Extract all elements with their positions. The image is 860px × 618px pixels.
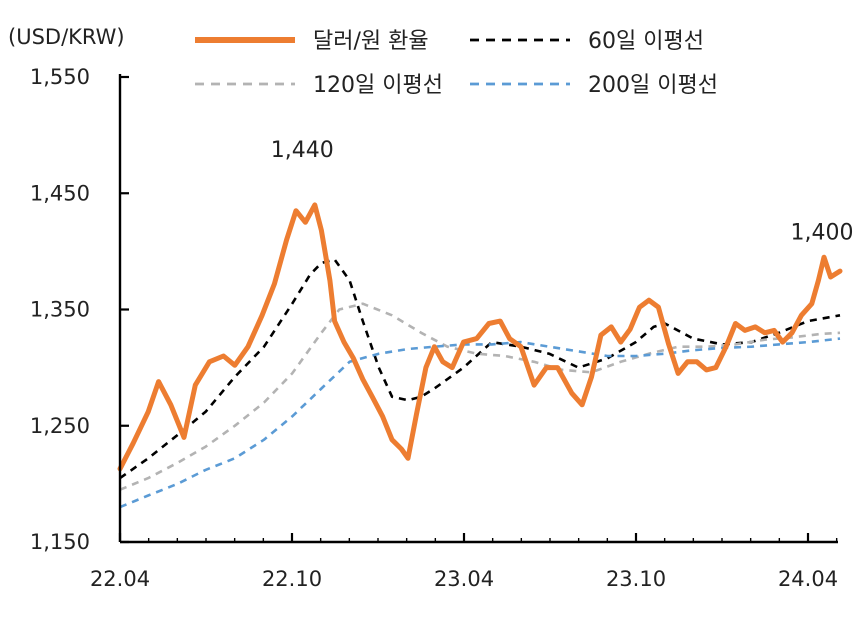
axes-layer: 1,150 1,250 1,350 1,450 1,550 22.04 22.10 23.04…: [30, 65, 838, 591]
x-tick-label: 23.04: [434, 567, 494, 591]
annotation-label-1: 1,400: [791, 220, 854, 245]
y-tick-label: 1,550: [30, 65, 90, 89]
legend-label-2: 120일 이평선: [313, 73, 443, 98]
series-line-1: [119, 258, 841, 480]
legend-label-3: 200일 이평선: [588, 73, 718, 98]
legend-label-1: 60일 이평선: [588, 29, 704, 54]
x-tick-label: 22.04: [90, 567, 150, 591]
y-tick-label: 1,150: [30, 530, 90, 554]
series-line-3: [119, 337, 841, 509]
annotation-label-0: 1,440: [271, 138, 334, 163]
x-tick-label: 22.10: [262, 567, 322, 591]
x-tick-label: 24.04: [778, 567, 838, 591]
y-tick-label: 1,250: [30, 414, 90, 438]
legend: 달러/원 환율 60일 이평선 120일 이평선 200일 이평선: [195, 29, 718, 98]
y-unit-label: (USD/KRW): [8, 25, 125, 49]
y-tick-label: 1,450: [30, 181, 90, 205]
annotations-layer: 1,440 1,400: [271, 138, 854, 246]
x-tick-label: 23.10: [606, 567, 666, 591]
series-line-0: [117, 202, 843, 472]
legend-label-0: 달러/원 환율: [313, 29, 429, 54]
series-layer: [117, 202, 843, 509]
plot-area: 1,150 1,250 1,350 1,450 1,550 22.04 22.10 23.04…: [30, 65, 854, 591]
y-tick-label: 1,350: [30, 298, 90, 322]
